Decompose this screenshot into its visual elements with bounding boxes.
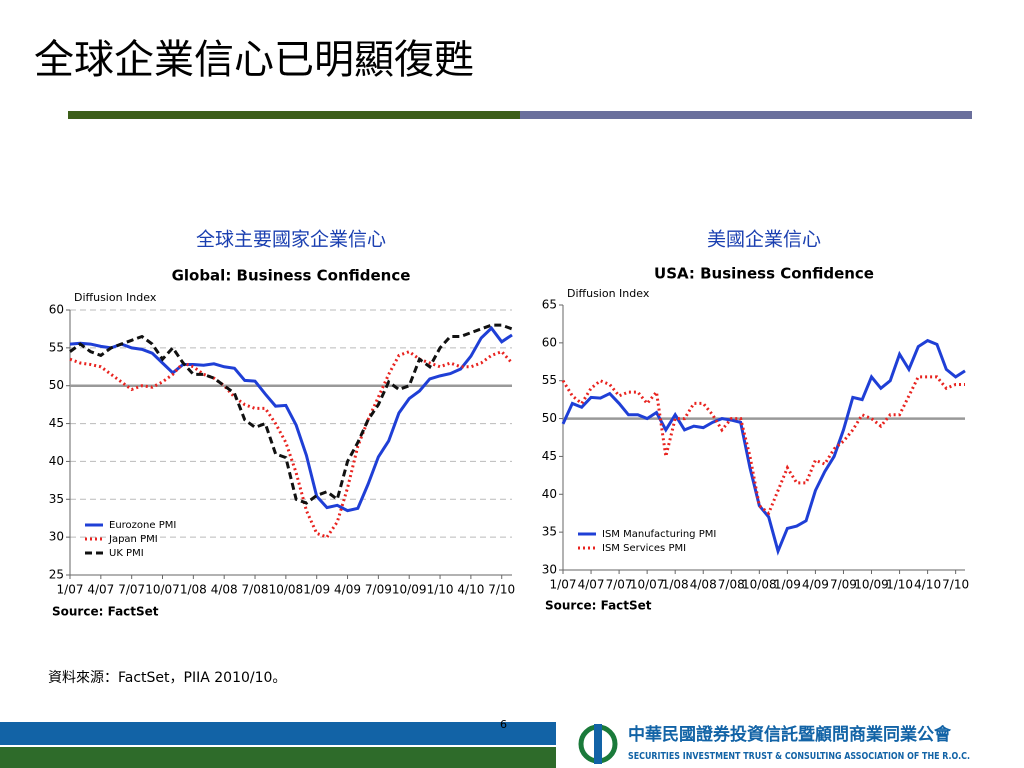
x-tick-label: 7/07 (606, 578, 633, 592)
title-bar-blue (520, 111, 972, 119)
series-line (69, 323, 513, 505)
org-name-zh: 中華民國證券投資信託暨顧問商業同業公會 (628, 724, 952, 745)
y-tick-label: 60 (49, 303, 64, 317)
x-tick-label: 1/10 (427, 583, 454, 597)
x-tick-label: 4/07 (87, 583, 114, 597)
x-tick-label: 4/10 (457, 583, 484, 597)
x-tick-label: 1/09 (774, 578, 801, 592)
x-tick-label: 10/07 (145, 583, 180, 597)
org-name-en: SECURITIES INVESTMENT TRUST & CONSULTING… (628, 751, 970, 762)
y-tick-label: 35 (49, 492, 64, 506)
x-tick-label: 4/09 (334, 583, 361, 597)
x-tick-label: 7/08 (242, 583, 269, 597)
y-tick-label: 60 (542, 335, 557, 349)
y-tick-label: 45 (49, 416, 64, 430)
y-tick-label: 45 (542, 449, 557, 463)
y-tick-label: 65 (542, 298, 557, 312)
x-tick-label: 1/08 (180, 583, 207, 597)
x-tick-label: 1/07 (550, 578, 577, 592)
series-line (69, 325, 513, 513)
title-bar-green (68, 111, 520, 119)
y-tick-label: 30 (49, 530, 64, 544)
legend-label: UK PMI (109, 548, 144, 559)
x-tick-label: 7/10 (488, 583, 515, 597)
x-tick-label: 7/10 (942, 578, 969, 592)
x-tick-label: 1/08 (662, 578, 689, 592)
y-tick-label: 25 (49, 568, 64, 582)
x-tick-label: 7/09 (830, 578, 857, 592)
x-tick-label: 10/09 (392, 583, 427, 597)
chart-heading: 全球主要國家企業信心 (196, 229, 386, 251)
y-axis-label: Diffusion Index (567, 287, 650, 300)
y-tick-label: 35 (542, 525, 557, 539)
page-number: 6 (500, 718, 507, 731)
source: Source: FactSet (52, 605, 159, 619)
x-tick-label: 10/09 (854, 578, 889, 592)
series-line (561, 338, 966, 556)
y-tick-label: 40 (49, 454, 64, 468)
legend-label: Eurozone PMI (109, 520, 176, 531)
x-tick-label: 4/07 (578, 578, 605, 592)
x-tick-label: 1/07 (57, 583, 84, 597)
x-tick-label: 1/10 (886, 578, 913, 592)
y-tick-label: 50 (542, 411, 557, 425)
x-tick-label: 7/07 (118, 583, 145, 597)
legend-label: ISM Manufacturing PMI (602, 529, 716, 540)
y-tick-label: 40 (542, 487, 557, 501)
x-tick-label: 10/07 (630, 578, 665, 592)
source-note: 資料來源：FactSet，PIIA 2010/10。 (48, 670, 286, 686)
legend-label: ISM Services PMI (602, 543, 686, 554)
y-tick-label: 55 (49, 340, 64, 354)
chart-title: Global: Business Confidence (172, 267, 411, 285)
slide-title: 全球企業信心已明顯復甦 (34, 37, 474, 83)
x-tick-label: 7/09 (365, 583, 392, 597)
footer-bar-green (0, 747, 556, 768)
y-tick-label: 55 (542, 373, 557, 387)
y-axis-label: Diffusion Index (74, 291, 157, 304)
x-tick-label: 1/09 (303, 583, 330, 597)
x-tick-label: 10/08 (742, 578, 777, 592)
y-tick-label: 50 (49, 378, 64, 392)
x-tick-label: 7/08 (718, 578, 745, 592)
series-line (561, 375, 965, 516)
logo (578, 724, 618, 764)
chart-heading: 美國企業信心 (707, 229, 821, 251)
y-tick-label: 30 (542, 563, 557, 577)
series-line (69, 349, 514, 539)
x-tick-label: 4/09 (802, 578, 829, 592)
footer-gap (0, 745, 556, 747)
source: Source: FactSet (545, 599, 652, 613)
chart-title: USA: Business Confidence (654, 265, 874, 283)
x-tick-label: 4/10 (914, 578, 941, 592)
x-tick-label: 4/08 (690, 578, 717, 592)
x-tick-label: 10/08 (269, 583, 304, 597)
legend-label: Japan PMI (108, 534, 158, 545)
x-tick-label: 4/08 (211, 583, 238, 597)
footer-bar (0, 722, 556, 745)
